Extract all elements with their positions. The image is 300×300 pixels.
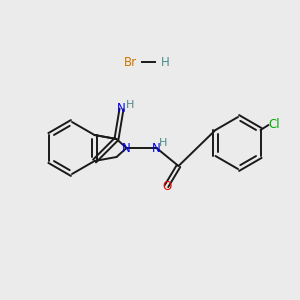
Text: Cl: Cl: [269, 118, 280, 131]
Text: N: N: [117, 103, 126, 116]
Text: N: N: [152, 142, 161, 154]
Text: N: N: [122, 142, 131, 154]
Text: Br: Br: [123, 56, 136, 68]
Text: H: H: [160, 56, 169, 68]
Text: O: O: [162, 179, 171, 193]
Text: H: H: [126, 100, 135, 110]
Text: H: H: [159, 138, 168, 148]
